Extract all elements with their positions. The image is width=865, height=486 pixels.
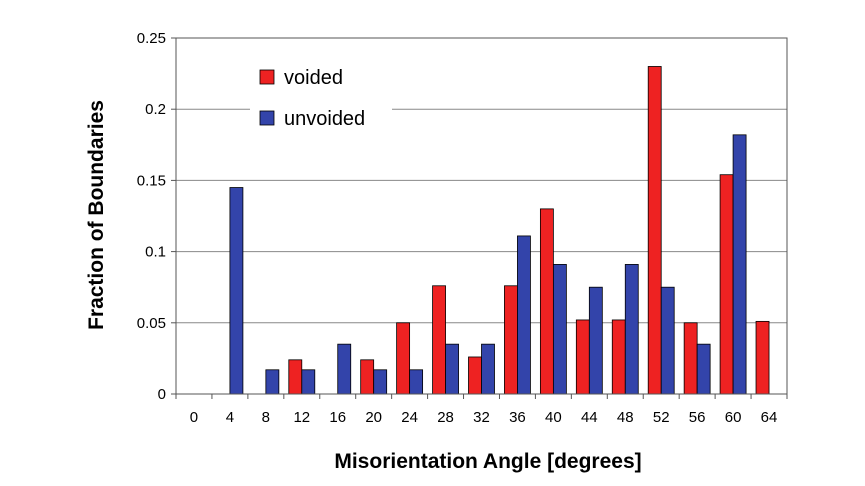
x-tick-label: 40 [545,409,562,426]
bar-voided [647,66,662,395]
bar-unvoided [301,369,316,395]
bar-unvoided [409,369,424,395]
x-tick-label: 64 [761,409,778,426]
legend-swatch-unvoided [259,110,275,126]
x-tick-label: 60 [725,409,742,426]
bar-voided [288,359,303,395]
x-axis-title: Misorientation Angle [degrees] [334,450,641,473]
x-tick-label: 56 [689,409,706,426]
bar-unvoided [229,187,244,395]
y-tick-label: 0 [158,386,166,403]
bar-voided [755,320,770,395]
bar-unvoided [732,134,747,395]
bar-voided [504,285,518,395]
bar-voided [539,208,554,395]
legend-label-voided: voided [284,67,343,89]
bar-unvoided [373,369,388,395]
x-tick-label: 20 [365,409,382,426]
x-tick-label: 28 [437,409,454,426]
bar-voided [575,319,590,395]
bar-voided [396,322,411,395]
y-tick-label: 0.1 [145,244,166,261]
y-tick-label: 0.2 [145,101,166,118]
x-axis-ticks: 0 4 8 12 16 20 24 28 32 36 40 44 48 52 56 60 64 [175,394,788,426]
x-tick-label: 16 [329,409,346,426]
x-tick-label: 44 [581,409,598,426]
x-tick-label: 32 [473,409,490,426]
bar-unvoided [337,343,352,395]
legend-swatch-voided [259,69,275,85]
plot-area-frame [175,37,788,395]
x-tick-label: 24 [401,409,418,426]
x-tick-label: 36 [509,409,526,426]
x-tick-label: 0 [190,409,198,426]
bar-voided [468,356,482,395]
bar-unvoided [481,343,495,395]
bar-unvoided [445,343,459,395]
bars [229,66,770,395]
bar-unvoided [624,264,639,395]
x-tick-label: 48 [617,409,634,426]
bar-unvoided [588,286,603,395]
bar-voided [611,319,626,395]
gridlines [176,108,787,324]
legend-label-unvoided: unvoided [284,108,365,130]
bar-voided [719,174,734,395]
bar-unvoided [552,264,567,395]
x-tick-label: 4 [226,409,234,426]
x-tick-label: 12 [293,409,310,426]
y-tick-label: 0.25 [137,30,166,47]
bar-voided [683,322,698,395]
bar-voided [432,285,446,395]
x-tick-label: 52 [653,409,670,426]
bar-unvoided [696,343,711,395]
y-tick-label: 0.15 [137,172,166,189]
bar-unvoided [265,369,280,395]
bar-unvoided [517,235,531,395]
legend: voided unvoided [250,57,392,139]
y-axis-title: Fraction of Boundaries [85,100,108,330]
bar-unvoided [660,286,675,395]
x-tick-label: 8 [262,409,270,426]
y-tick-label: 0.05 [137,315,166,332]
y-axis-ticks: 0 0.05 0.1 0.15 0.2 0.25 [137,30,176,403]
bar-voided [360,359,375,395]
